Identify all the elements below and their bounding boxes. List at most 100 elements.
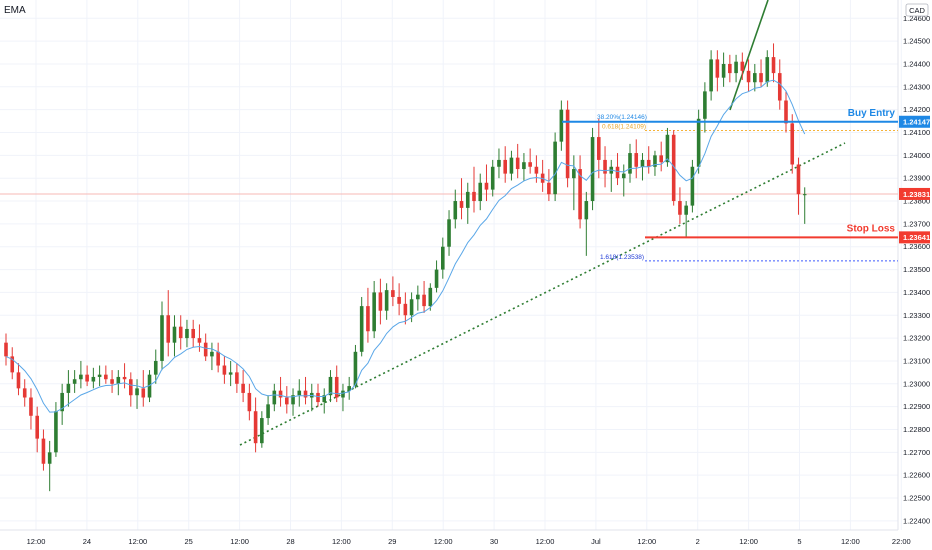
fib-label-0618: 0.618(1.24109) <box>602 123 646 130</box>
candle-body <box>191 328 195 339</box>
buy-entry-tag-bg <box>899 115 930 128</box>
candle-body <box>285 397 289 405</box>
candle-body <box>478 182 483 202</box>
candle-body <box>41 438 46 464</box>
price-tick-label: 1.22900 <box>903 402 930 411</box>
candle-body <box>534 166 539 174</box>
candle-body <box>603 159 607 174</box>
candle-body <box>328 376 333 396</box>
buy-entry-label: Buy Entry <box>848 108 896 119</box>
candle-body <box>703 91 707 119</box>
candle-body <box>497 159 501 167</box>
time-tick-label: 12:00 <box>230 537 249 546</box>
price-tick-label: 1.24500 <box>903 37 930 46</box>
candle-body <box>278 390 283 398</box>
candle-body <box>472 191 476 202</box>
time-tick-label: 12:00 <box>739 537 758 546</box>
candle-body <box>372 292 376 332</box>
time-tick-label: 25 <box>185 537 193 546</box>
candle-body <box>291 395 295 405</box>
candle-body <box>422 294 426 307</box>
candle-body <box>447 219 451 247</box>
ema-line <box>5 79 806 413</box>
candle-body <box>391 290 395 297</box>
candle-body <box>771 57 776 74</box>
candle-body <box>135 388 139 396</box>
price-tick-label: 1.23000 <box>903 379 930 388</box>
candle-body <box>796 164 801 195</box>
candle-body <box>640 159 645 167</box>
candle-body <box>322 395 327 403</box>
candle-body <box>172 326 177 343</box>
candle-body <box>597 137 601 160</box>
price-tick-label: 1.23100 <box>903 356 930 365</box>
candle-body <box>97 374 102 377</box>
trendline[interactable] <box>239 0 846 446</box>
fib-label-1618: 1.618(1.23538) <box>600 254 644 261</box>
time-tick-label: 2 <box>696 537 700 546</box>
candle-body <box>590 137 595 202</box>
candle-body <box>91 376 96 382</box>
grid-lines <box>0 0 902 530</box>
candle-body <box>22 388 27 398</box>
candle-body <box>210 351 214 357</box>
candle-body <box>484 182 489 190</box>
candle-body <box>160 315 164 361</box>
candle-body <box>528 162 532 167</box>
time-tick-label: 12:00 <box>841 537 860 546</box>
time-tick-label: 30 <box>490 537 498 546</box>
price-tick-label: 1.24000 <box>903 151 930 160</box>
candle-body <box>384 290 389 311</box>
candle-body <box>416 294 420 300</box>
candle-body <box>490 166 495 190</box>
candle-body <box>272 390 277 405</box>
candle-body <box>359 306 364 352</box>
candle-body <box>222 365 227 375</box>
trade-levels[interactable]: Buy Entry Stop Loss <box>562 108 898 239</box>
price-tags: 1.24147 1.23831 1.23641 <box>899 115 930 244</box>
price-axis[interactable]: 1.24600 1.24500 1.24400 1.24300 1.24200 1.241… <box>903 14 930 526</box>
candle-body <box>16 372 21 389</box>
candle-body <box>746 70 751 83</box>
candle-body <box>765 57 770 83</box>
candle-body <box>241 383 245 393</box>
price-tick-label: 1.23600 <box>903 242 930 251</box>
candle-body <box>441 246 445 270</box>
candle-body <box>709 59 713 92</box>
candle-body <box>216 351 220 366</box>
time-axis[interactable]: 12:00 24 12:00 25 12:00 28 12:00 29 12:00 30 12:00… <box>27 537 911 546</box>
price-tick-label: 1.22800 <box>903 425 930 434</box>
price-tick-label: 1.24400 <box>903 59 930 68</box>
price-tick-label: 1.22500 <box>903 494 930 503</box>
candle-body <box>634 153 639 167</box>
candle-body <box>503 159 507 174</box>
candle-body <box>228 372 233 375</box>
time-tick-label: 12:00 <box>128 537 147 546</box>
price-tick-label: 1.23800 <box>903 197 930 206</box>
candle-body <box>559 109 564 142</box>
candle-body <box>341 390 345 398</box>
time-tick-label: Jul <box>591 537 601 546</box>
time-tick-label: 12:00 <box>536 537 555 546</box>
candle-body <box>85 374 89 382</box>
candle-body <box>166 315 171 343</box>
time-tick-label: 12:00 <box>637 537 656 546</box>
fib-levels[interactable]: 0.618(1.24109) 1.618(1.23538) 38.20%(1.241… <box>597 114 898 262</box>
candlestick-series <box>4 43 807 492</box>
candle-body <box>116 376 121 384</box>
candle-body <box>147 374 152 398</box>
candle-body <box>584 201 589 220</box>
candle-body <box>690 166 695 206</box>
candle-body <box>684 205 688 215</box>
price-tick-label: 1.23200 <box>903 334 930 343</box>
candle-body <box>403 303 408 316</box>
price-tick-label: 1.22400 <box>903 516 930 525</box>
candle-body <box>659 155 663 163</box>
stop-loss-tag: 1.23641 <box>903 233 930 242</box>
currency-tag: CAD <box>905 3 929 17</box>
candle-body <box>141 388 146 398</box>
candle-body <box>253 411 258 444</box>
price-tick-label: 1.24600 <box>903 14 930 23</box>
time-tick-label: 12:00 <box>27 537 46 546</box>
